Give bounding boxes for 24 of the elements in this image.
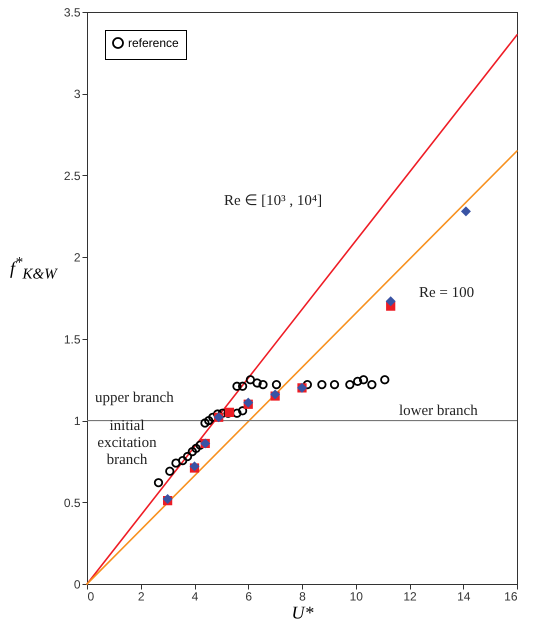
x-tick-label: 0	[88, 590, 94, 604]
x-tick-label: 4	[192, 590, 199, 604]
y-tick-label: 1	[74, 414, 81, 428]
x-tick-label: 16	[504, 590, 518, 604]
y-tick-label: 2	[74, 250, 81, 265]
x-tick-label: 6	[245, 590, 252, 604]
annotation: Re ∈ [10³ , 10⁴]	[224, 193, 322, 209]
y-tick-label: 0.5	[64, 496, 81, 510]
annotation: initial excitation branch	[97, 418, 158, 468]
annotation: lower branch	[399, 403, 478, 419]
x-tick-label: 8	[299, 590, 306, 604]
x-tick-label: 12	[403, 590, 417, 604]
x-tick-label: 14	[457, 590, 471, 604]
legend-label: reference	[128, 36, 180, 50]
y-tick-label: 3	[74, 87, 81, 102]
x-tick-label: 2	[138, 590, 145, 604]
annotation: upper branch	[95, 390, 174, 406]
y-tick-label: 0	[74, 578, 81, 592]
y-tick-label: 2.5	[64, 168, 81, 183]
x-tick-label: 10	[350, 590, 364, 604]
annotation: Re = 100	[419, 285, 474, 301]
y-tick-label: 1.5	[64, 332, 81, 346]
y-tick-label: 3.5	[64, 6, 81, 20]
x-axis-title: U*	[292, 602, 314, 622]
